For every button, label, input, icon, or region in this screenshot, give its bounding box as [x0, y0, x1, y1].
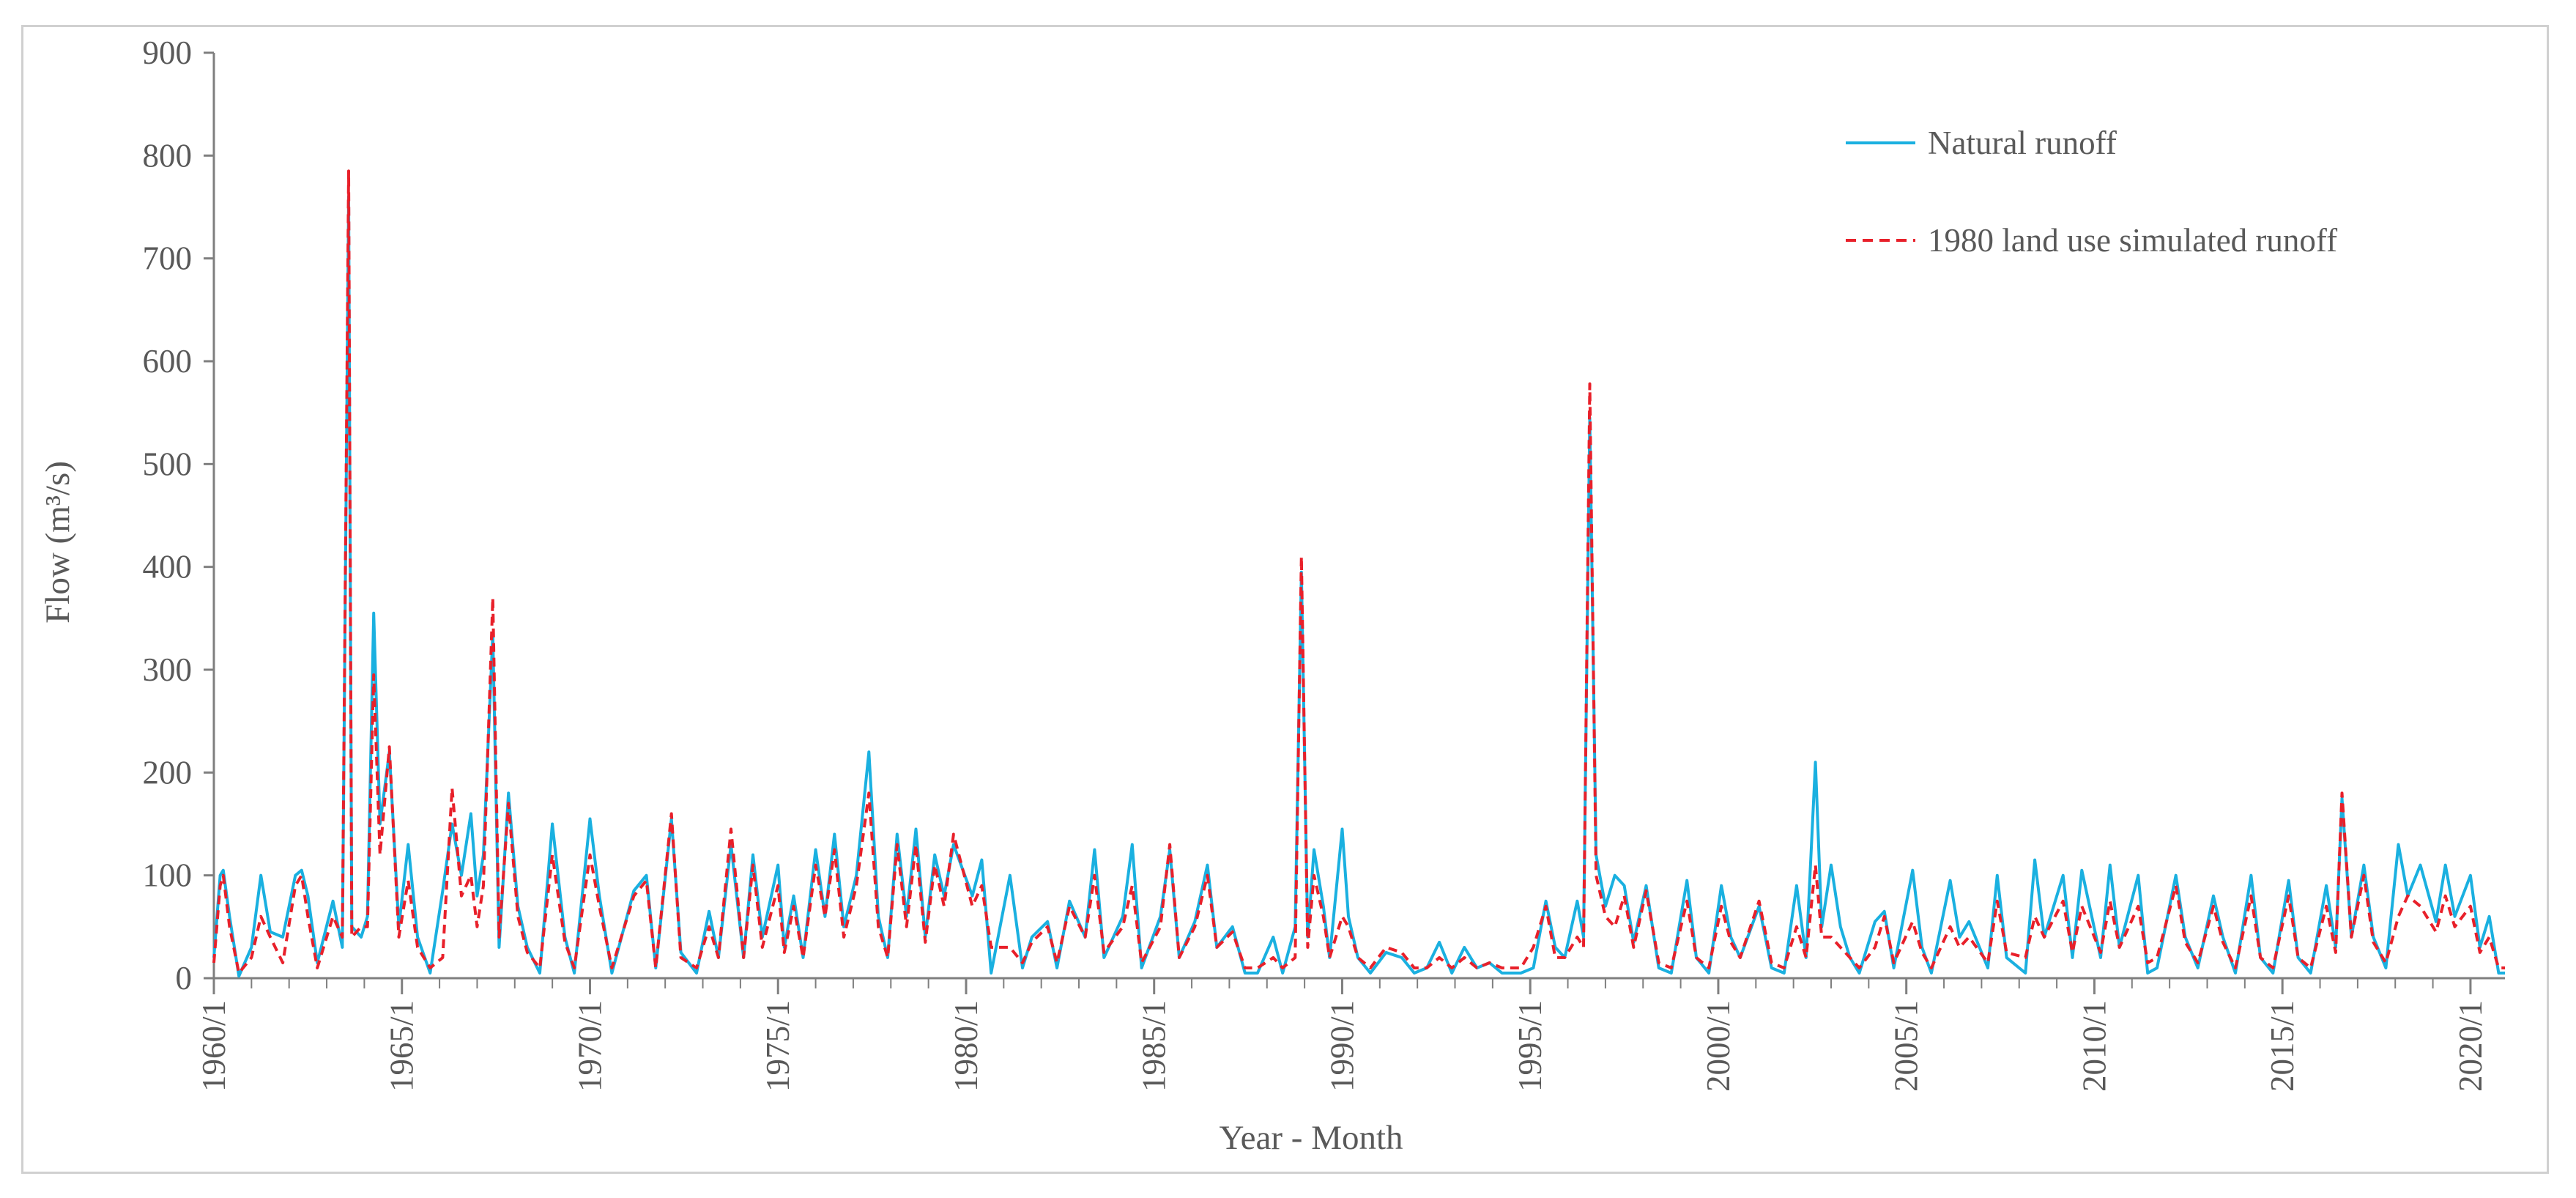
x-tick-label: 1990/1	[1324, 1000, 1360, 1092]
x-tick-label: 1970/1	[571, 1000, 608, 1092]
y-tick-label: 700	[143, 240, 193, 277]
x-tick-label: 2020/1	[2452, 1000, 2489, 1092]
x-tick-label: 2000/1	[1700, 1000, 1737, 1092]
y-tick-label: 400	[143, 549, 193, 585]
x-tick-label: 1975/1	[760, 1000, 796, 1092]
x-tick-label: 1960/1	[196, 1000, 232, 1092]
y-tick-label: 900	[143, 34, 193, 71]
series-line-natural-runoff	[212, 195, 2505, 978]
y-axis-title: Flow (m³/s)	[39, 461, 77, 624]
y-tick-label: 100	[143, 857, 193, 894]
x-axis-title: Year - Month	[1219, 1119, 1403, 1157]
chart-frame	[21, 25, 2549, 1174]
x-tick-label: 1965/1	[384, 1000, 420, 1092]
x-tick-label: 2010/1	[2076, 1000, 2112, 1092]
series-line-simulated-runoff	[212, 169, 2505, 975]
x-tick-label: 2005/1	[1888, 1000, 1925, 1092]
y-tick-label: 0	[176, 960, 193, 997]
x-tick-label: 2015/1	[2264, 1000, 2301, 1092]
y-tick-label: 200	[143, 754, 193, 791]
x-tick-label: 1980/1	[948, 1000, 984, 1092]
legend: Natural runoff 1980 land use simulated r…	[1846, 125, 2337, 259]
x-tick-label: 1985/1	[1136, 1000, 1173, 1092]
y-tick-label: 500	[143, 445, 193, 482]
legend-label-natural-runoff: Natural runoff	[1928, 125, 2117, 161]
legend-label-simulated-runoff: 1980 land use simulated runoff	[1928, 222, 2337, 259]
y-tick-label: 300	[143, 651, 193, 688]
series-layer	[212, 169, 2505, 978]
x-tick-label: 1995/1	[1512, 1000, 1548, 1092]
y-axis: 0 100 200 300 400 500 600 700 800 900	[143, 34, 215, 997]
y-tick-label: 600	[143, 343, 193, 380]
y-tick-label: 800	[143, 137, 193, 174]
x-axis: 1960/1 1965/1 1970/1 1975/1 1980/1 1985/1 1990…	[196, 977, 2505, 1092]
